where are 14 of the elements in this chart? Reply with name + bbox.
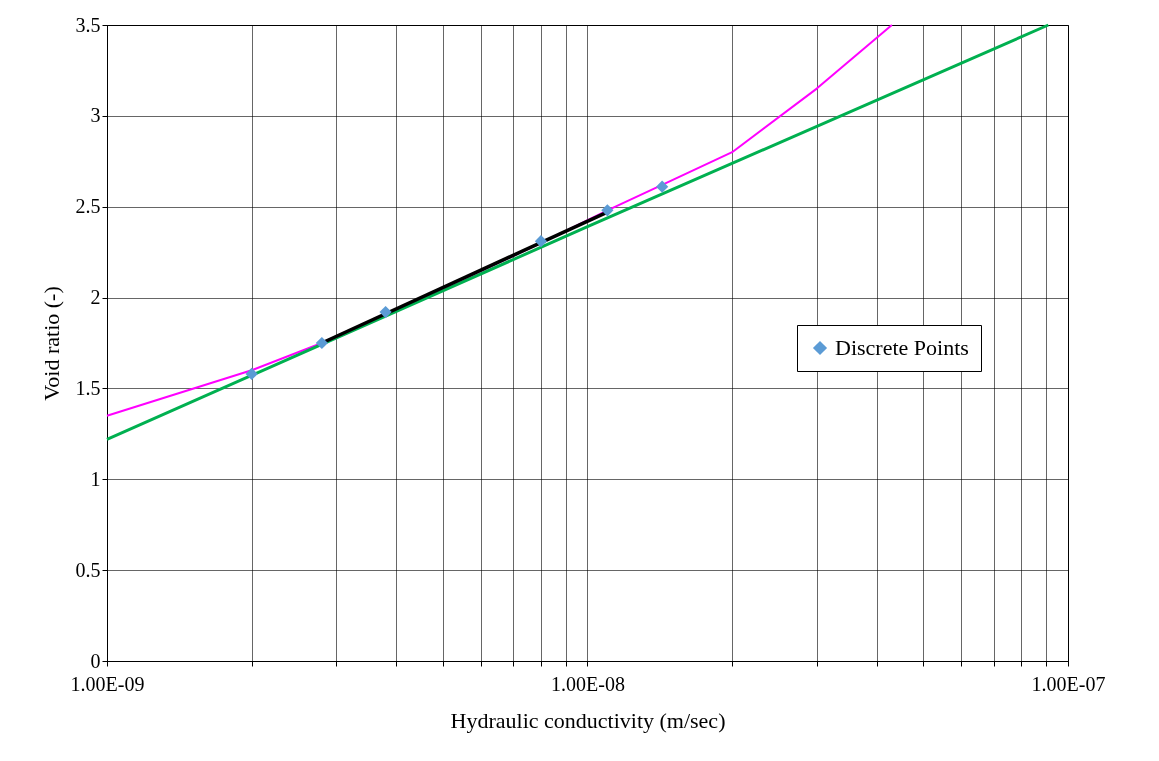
y-tick-label: 0.5 [75, 558, 101, 581]
legend-label: Discrete Points [835, 335, 969, 360]
y-tick-label: 3 [90, 104, 101, 127]
y-tick-label: 1.5 [75, 376, 101, 399]
y-tick-label: 0 [90, 649, 101, 672]
y-axis-title: Void ratio (-) [38, 286, 64, 401]
y-tick-label: 3.5 [75, 13, 101, 36]
x-axis-title: Hydraulic conductivity (m/sec) [450, 707, 726, 733]
x-tick-label: 1.00E-08 [551, 672, 625, 695]
x-tick-label: 1.00E-07 [1031, 672, 1106, 695]
y-tick-label: 1 [90, 467, 101, 490]
x-tick-label: 1.00E-09 [70, 672, 145, 695]
y-tick-label: 2 [90, 286, 101, 309]
y-tick-label: 2.5 [75, 195, 101, 218]
